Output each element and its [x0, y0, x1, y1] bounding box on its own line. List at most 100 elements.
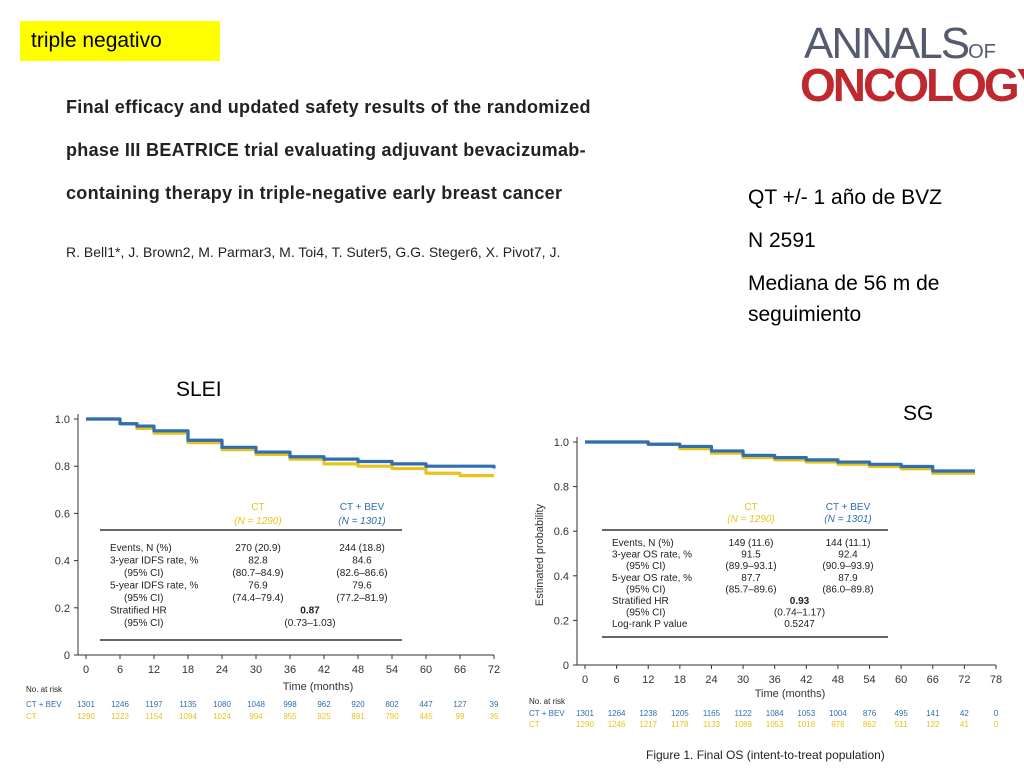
x-tick-label: 6	[614, 674, 620, 686]
y-tick-label: 1.0	[55, 414, 70, 426]
x-tick-label: 78	[990, 674, 1002, 686]
label-slei: SLEI	[176, 378, 222, 401]
x-tick-label: 66	[927, 674, 939, 686]
x-tick-label: 0	[83, 664, 89, 676]
at-risk-value: 0	[994, 709, 999, 718]
y-tick-label: 0.6	[55, 508, 70, 520]
y-tick-label: 0.6	[554, 526, 569, 538]
table-cell: 79.6	[352, 581, 372, 592]
at-risk-value: 1053	[766, 720, 784, 729]
table-cell: (89.9–93.1)	[725, 561, 776, 572]
table-row-label: Events, N (%)	[612, 538, 674, 549]
y-axis-label: Estimated probability	[534, 503, 546, 606]
x-axis-label: Time (months)	[283, 681, 354, 693]
x-tick-label: 30	[737, 674, 749, 686]
table-row-label: (95% CI)	[626, 561, 665, 572]
at-risk-value: 0	[994, 720, 999, 729]
series-line	[86, 417, 496, 469]
table-row-label: 5-year IDFS rate, %	[110, 581, 198, 592]
note-item: N 2591	[748, 229, 816, 252]
at-risk-value: 1048	[247, 700, 265, 709]
table-col-sub: (N = 1290)	[727, 514, 775, 525]
table-cell: (74.4–79.4)	[232, 593, 283, 604]
at-risk-value: 447	[419, 700, 433, 709]
y-tick-label: 0.8	[55, 461, 70, 473]
logo-line2: ONCOLOGY	[800, 59, 1024, 111]
table-cell: 0.5247	[784, 619, 815, 630]
at-risk-value: 511	[895, 720, 908, 729]
at-risk-value: 1165	[703, 709, 721, 718]
at-risk-value: 1154	[145, 712, 163, 721]
table-cell: 91.5	[741, 550, 761, 561]
at-risk-title: No. at risk	[529, 697, 566, 706]
y-tick-label: 0.2	[55, 603, 70, 615]
series-line	[585, 440, 975, 473]
table-row-label: 5-year OS rate, %	[612, 573, 692, 584]
at-risk-value: 141	[926, 709, 940, 718]
at-risk-value: 1004	[829, 709, 847, 718]
x-tick-label: 24	[705, 674, 717, 686]
y-tick-label: 0.8	[554, 482, 569, 494]
table-cell: 92.4	[838, 550, 858, 561]
at-risk-value: 790	[385, 712, 399, 721]
table-col-header: CT + BEV	[340, 502, 385, 513]
table-row-label: Log-rank P value	[612, 619, 688, 630]
study-notes: QT +/- 1 año de BVZ N 2591 Mediana de 56…	[748, 182, 1018, 342]
x-tick-label: 72	[958, 674, 970, 686]
x-tick-label: 36	[769, 674, 781, 686]
at-risk-value: 1178	[671, 720, 689, 729]
at-risk-value: 1084	[766, 709, 784, 718]
table-cell: (80.7–84.9)	[232, 568, 283, 579]
at-risk-value: 1301	[77, 700, 95, 709]
table-cell: (82.6–86.6)	[336, 568, 387, 579]
table-cell: 76.9	[248, 581, 268, 592]
x-tick-label: 18	[674, 674, 686, 686]
at-risk-value: 1290	[77, 712, 95, 721]
at-risk-value: 998	[283, 700, 297, 709]
paper-title: Final efficacy and updated safety result…	[66, 86, 786, 215]
table-cell: (90.9–93.9)	[822, 561, 873, 572]
at-risk-value: 41	[960, 720, 969, 729]
table-row-label: (95% CI)	[626, 608, 665, 619]
logo-of: OF	[968, 41, 996, 63]
x-tick-label: 6	[117, 664, 123, 676]
x-tick-label: 42	[318, 664, 330, 676]
y-tick-label: 0.4	[554, 571, 569, 583]
at-risk-value: 42	[960, 709, 969, 718]
x-tick-label: 18	[182, 664, 194, 676]
table-col-sub: (N = 1301)	[824, 514, 872, 525]
at-risk-value: 1217	[639, 720, 657, 729]
at-risk-value: 35	[490, 712, 499, 721]
at-risk-value: 962	[317, 700, 331, 709]
x-tick-label: 72	[488, 664, 500, 676]
y-tick-label: 0	[64, 650, 70, 662]
slide-tag: triple negativo	[20, 21, 220, 61]
at-risk-label: CT	[26, 712, 37, 721]
table-col-sub: (N = 1301)	[338, 516, 386, 527]
at-risk-value: 1135	[179, 700, 197, 709]
table-cell: (86.0–89.8)	[822, 584, 873, 595]
x-tick-label: 66	[454, 664, 466, 676]
paper-title-line: phase III BEATRICE trial evaluating adju…	[66, 140, 586, 160]
at-risk-value: 127	[453, 700, 467, 709]
paper-authors: R. Bell1*, J. Brown2, M. Parmar3, M. Toi…	[66, 244, 561, 260]
at-risk-value: 495	[894, 709, 908, 718]
table-cell: 84.6	[352, 556, 372, 567]
table-col-sub: (N = 1290)	[234, 516, 282, 527]
table-cell: 0.87	[300, 606, 320, 617]
x-tick-label: 36	[284, 664, 296, 676]
at-risk-value: 1094	[179, 712, 197, 721]
at-risk-value: 1133	[703, 720, 721, 729]
at-risk-value: 99	[456, 712, 465, 721]
y-tick-label: 1.0	[554, 437, 569, 449]
at-risk-value: 1290	[576, 720, 594, 729]
table-cell: 149 (11.6)	[729, 538, 774, 549]
journal-logo: ANNALSOF ONCOLOGY	[800, 20, 1024, 111]
at-risk-value: 802	[385, 700, 399, 709]
table-row-label: Stratified HR	[110, 606, 167, 617]
at-risk-value: 1197	[145, 700, 163, 709]
at-risk-value: 122	[926, 720, 940, 729]
paper-title-line: Final efficacy and updated safety result…	[66, 97, 591, 117]
x-tick-label: 42	[800, 674, 812, 686]
at-risk-value: 876	[863, 709, 877, 718]
